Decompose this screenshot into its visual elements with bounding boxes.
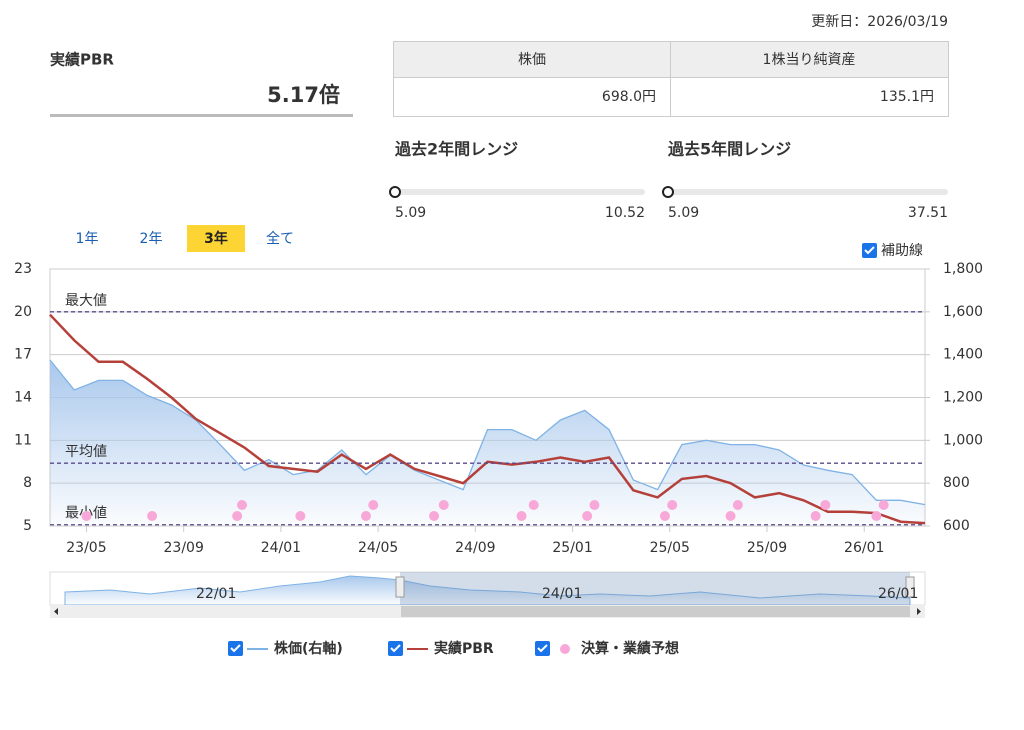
- x-tick-label: 24/09: [455, 540, 495, 556]
- navigator-label: 22/01: [196, 586, 236, 602]
- range-min: 5.09: [668, 205, 699, 221]
- event-dot: [582, 511, 593, 521]
- tab[interactable]: 2年: [140, 231, 163, 247]
- navigator-label: 26/01: [878, 586, 918, 602]
- pbr-label: 実績PBR: [50, 51, 114, 69]
- tabs: 1年 2年 3年 全て: [76, 225, 294, 252]
- legend-swatch: [560, 644, 570, 654]
- event-dot: [360, 511, 371, 521]
- legend-check: [390, 644, 401, 653]
- event-dot: [232, 511, 243, 521]
- reference-label: 平均値: [65, 444, 107, 460]
- table-header-cell: 株価: [518, 52, 546, 68]
- x-tick-label: 23/05: [66, 540, 106, 556]
- event-dot: [528, 500, 539, 510]
- reference-label: 最大値: [65, 293, 107, 309]
- x-tick-label: 26/01: [844, 540, 884, 556]
- y2-tick-label: 1,400: [943, 347, 983, 363]
- navigator: 22/01 24/01 26/01: [49, 571, 926, 618]
- range-max: 10.52: [605, 205, 645, 221]
- event-dot: [429, 511, 440, 521]
- y-tick-label: 8: [23, 475, 32, 491]
- x-tick-label: 24/01: [261, 540, 301, 556]
- table-header-cell: 1株当り純資産: [763, 52, 856, 68]
- legend-label: 決算・業績予想: [581, 640, 679, 657]
- legend-label: 実績PBR: [434, 640, 494, 657]
- y2-tick-label: 1,800: [943, 261, 983, 277]
- navigator-series: [64, 575, 911, 606]
- check: [864, 246, 875, 255]
- y-tick-label: 23: [14, 261, 32, 277]
- legend: 株価(右軸) 実績PBR 決算・業績予想: [228, 640, 679, 657]
- range-title: 過去2年間レンジ: [394, 140, 518, 159]
- pbr-underline: [50, 114, 353, 117]
- event-dot: [659, 511, 670, 521]
- y-tick-label: 5: [23, 518, 32, 534]
- event-dot: [295, 511, 306, 521]
- checkbox-label: 補助線: [881, 243, 923, 259]
- range-track: [668, 189, 948, 195]
- tab[interactable]: 全て: [266, 230, 294, 247]
- scrollbar-thumb[interactable]: [401, 606, 910, 617]
- event-dot: [147, 511, 158, 521]
- y2-tick-label: 1,200: [943, 390, 983, 406]
- y-tick-label: 17: [14, 347, 32, 363]
- event-dot: [667, 500, 678, 510]
- y-tick-label: 14: [14, 390, 32, 406]
- range-marker: [662, 186, 674, 198]
- event-dot: [820, 500, 831, 510]
- event-dot: [878, 500, 889, 510]
- event-dot: [438, 500, 449, 510]
- x-tick-label: 25/05: [650, 540, 690, 556]
- event-dot: [871, 511, 882, 521]
- y-tick-label: 11: [14, 432, 32, 448]
- ranges: 過去2年間レンジ 5.09 10.52 過去5年間レンジ 5.09 37.51: [389, 140, 948, 221]
- series-line: [49, 313, 926, 525]
- update-date: 更新日：2026/03/19: [811, 14, 948, 30]
- tab-active-bg[interactable]: [187, 225, 245, 252]
- table-cell: 698.0円: [602, 89, 656, 105]
- x-tick-label: 25/01: [552, 540, 592, 556]
- table-cell: 135.1円: [880, 89, 934, 105]
- event-dot: [516, 511, 527, 521]
- event-dot: [725, 511, 736, 521]
- event-dot: [589, 500, 600, 510]
- x-tick-label: 23/09: [164, 540, 204, 556]
- navigator-window[interactable]: [400, 572, 910, 605]
- range-track: [395, 189, 645, 195]
- y2-tick-label: 800: [943, 475, 970, 491]
- range-max: 37.51: [908, 205, 948, 221]
- navigator-handle[interactable]: [905, 576, 915, 598]
- event-dot: [237, 500, 248, 510]
- legend-check: [537, 644, 548, 653]
- navigator-handle[interactable]: [395, 576, 405, 598]
- event-dot: [81, 511, 92, 521]
- event-dot: [368, 500, 379, 510]
- tab[interactable]: 3年: [204, 230, 228, 247]
- range-title: 過去5年間レンジ: [667, 140, 791, 159]
- event-dot: [810, 511, 821, 521]
- x-tick-label: 24/05: [358, 540, 398, 556]
- legend-check: [230, 644, 241, 653]
- legend-label: 株価(右軸): [274, 640, 343, 657]
- y2-tick-label: 1,600: [943, 304, 983, 320]
- range-min: 5.09: [395, 205, 426, 221]
- tab[interactable]: 1年: [76, 231, 99, 247]
- y-tick-label: 20: [14, 304, 32, 320]
- x-tick-label: 25/09: [747, 540, 787, 556]
- chart: 5 8 11 14 17 20 23 600 800 1,000 1,200 1,400 1,600 1,…: [14, 261, 983, 556]
- event-dot: [732, 500, 743, 510]
- y2-tick-label: 1,000: [943, 432, 983, 448]
- range-marker: [389, 186, 401, 198]
- pbr-value: 5.17倍: [267, 83, 340, 107]
- navigator-label: 24/01: [542, 586, 582, 602]
- y2-tick-label: 600: [943, 518, 970, 534]
- series-area: [50, 360, 925, 526]
